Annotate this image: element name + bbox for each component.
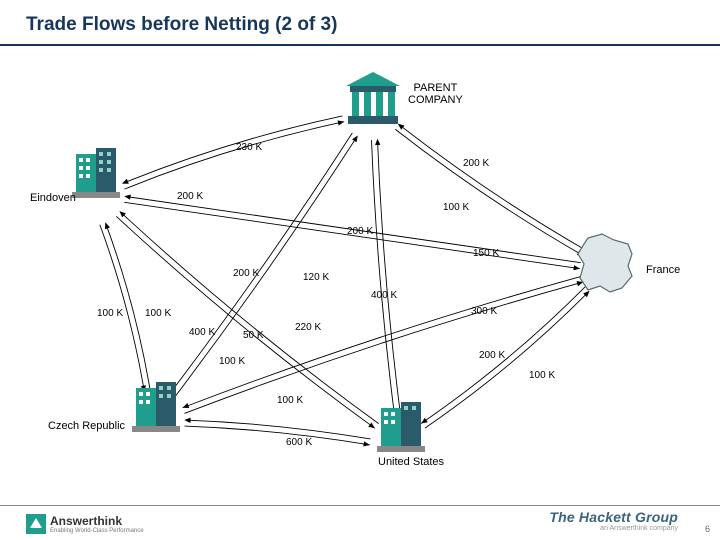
node-france-label: France [646,264,680,276]
edge-value-label: 100 K [96,308,124,319]
footer-left-brand: Answerthink Enabling World-Class Perform… [26,514,144,534]
node-czech [130,380,182,434]
france-map-icon [570,230,642,302]
node-us [375,400,427,454]
edge-value-label: 200 K [462,158,490,169]
edge-value-label: 100 K [218,356,246,367]
diagram-stage: PARENT COMPANY Eindoven France [0,50,720,480]
edge-value-label: 400 K [188,327,216,338]
footer-left-brand-text: Answerthink [50,514,144,528]
edge-value-label: 100 K [276,395,304,406]
edge-value-label: 200 K [176,191,204,202]
footer: Answerthink Enabling World-Class Perform… [0,506,720,540]
footer-right-tag: an Answerthink company [549,525,678,532]
page-number: 6 [705,524,710,534]
building-icon [375,400,427,454]
edge-value-label: 50 K [242,330,265,341]
footer-right-brand: The Hackett Group an Answerthink company [549,509,678,532]
edge-value-label: 100 K [144,308,172,319]
node-parent [342,68,404,128]
title-rule [0,44,720,46]
footer-left-tag: Enabling World-Class Performance [50,528,144,534]
node-us-label: United States [378,456,444,468]
node-eindoven [70,146,122,200]
edge-value-label: 100 K [528,370,556,381]
node-eindoven-label: Eindoven [30,192,76,204]
node-parent-label: PARENT COMPANY [408,82,463,106]
edge-value-label: 150 K [472,248,500,259]
building-icon [130,380,182,434]
edge-value-label: 300 K [470,306,498,317]
edge-value-label: 400 K [370,290,398,301]
edge-value-label: 200 K [232,268,260,279]
edge-value-label: 120 K [302,272,330,283]
edge-value-label: 200 K [346,226,374,237]
node-czech-label: Czech Republic [48,420,125,432]
building-icon [70,146,122,200]
edge-value-label: 200 K [478,350,506,361]
answerthink-logo-icon [26,514,46,534]
page-title: Trade Flows before Netting (2 of 3) [26,14,337,36]
footer-right-brand-text: The Hackett Group [549,509,678,525]
edge-value-label: 230 K [235,142,263,153]
node-france [570,230,642,302]
edge-value-label: 100 K [442,202,470,213]
edge-value-label: 220 K [294,322,322,333]
bank-icon [342,68,404,128]
edge-value-label: 600 K [285,437,313,448]
